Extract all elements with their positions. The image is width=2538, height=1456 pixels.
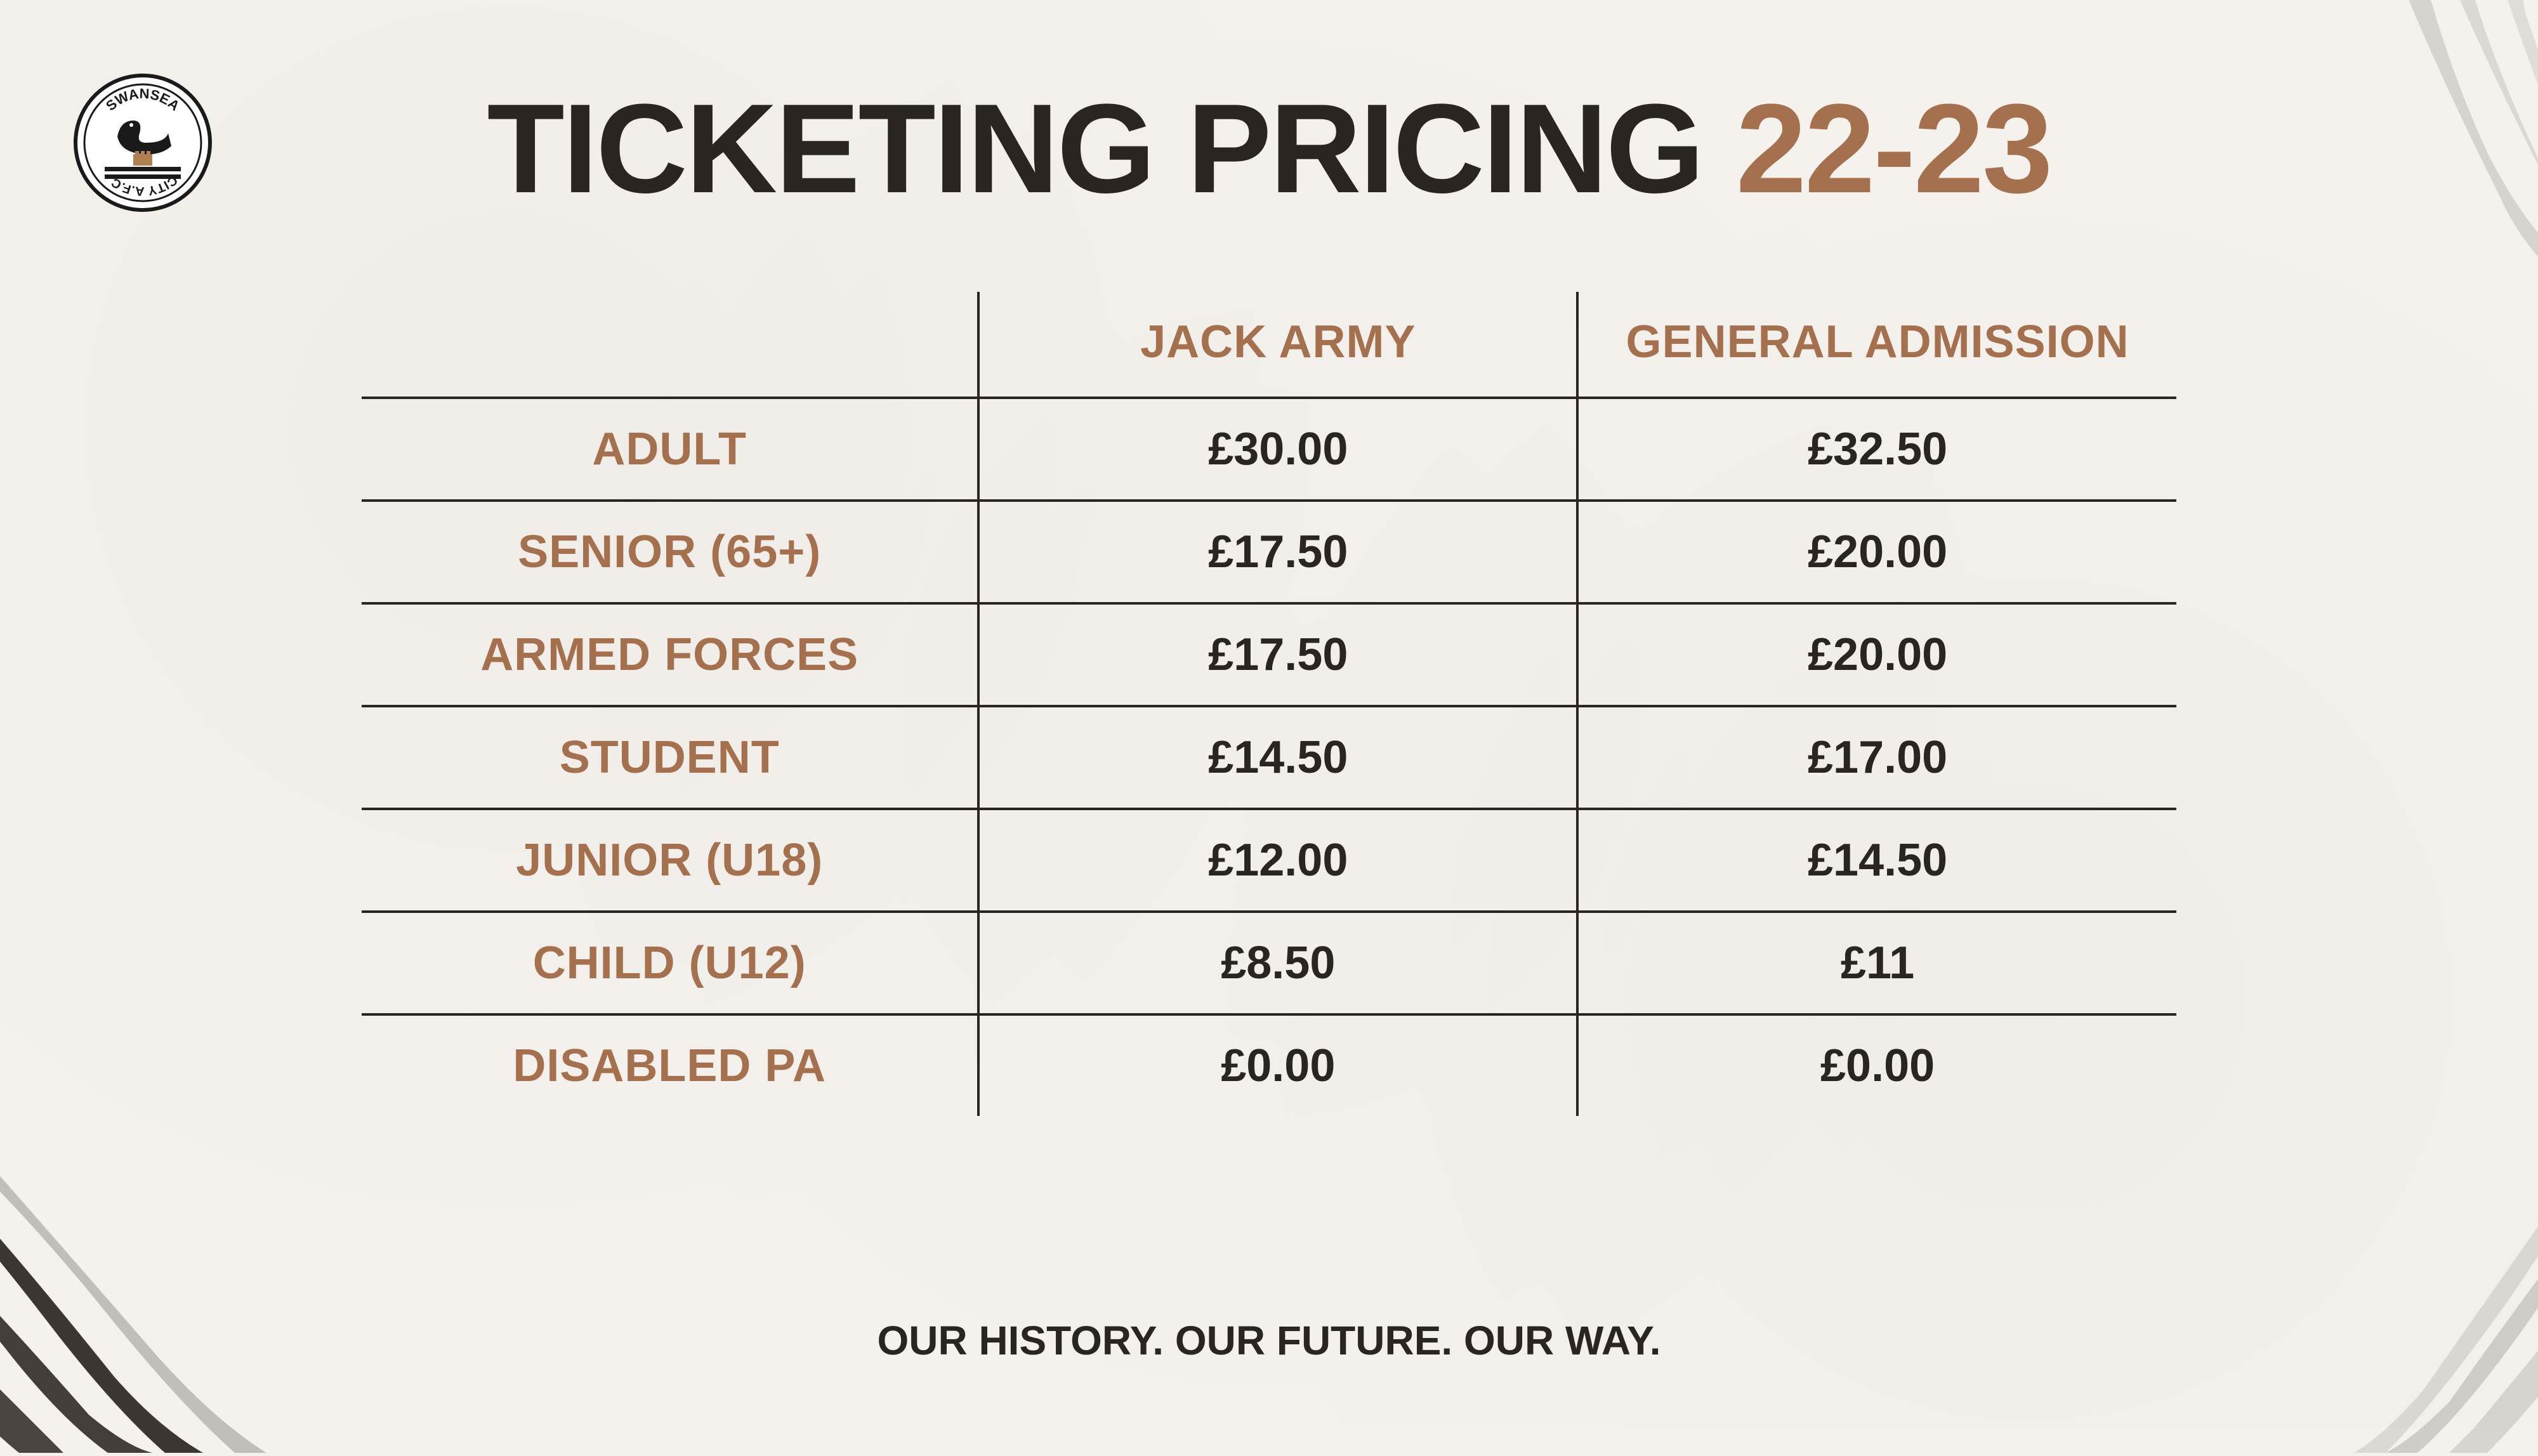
row-price-jack: £30.00: [978, 398, 1577, 501]
brush-decoration-bottom-right: [2335, 1136, 2538, 1453]
table-row: JUNIOR (U18) £12.00 £14.50: [362, 809, 2176, 912]
table-row: SENIOR (65+) £17.50 £20.00: [362, 501, 2176, 603]
tagline-text: OUR HISTORY. OUR FUTURE. OUR WAY.: [877, 1317, 1660, 1364]
row-price-jack: £12.00: [978, 809, 1577, 912]
title-year-text: 22-23: [1736, 78, 2051, 220]
row-price-general: £32.50: [1577, 398, 2176, 501]
brush-decoration-top-right: [2322, 0, 2538, 292]
row-price-jack: £8.50: [978, 912, 1577, 1014]
swansea-logo-icon: SWANSEA CITY A.F.C.: [73, 73, 213, 213]
row-label: DISABLED PA: [362, 1014, 978, 1116]
pricing-table: JACK ARMY GENERAL ADMISSION ADULT £30.00…: [362, 292, 2176, 1116]
table-row: STUDENT £14.50 £17.00: [362, 706, 2176, 809]
row-price-jack: £17.50: [978, 501, 1577, 603]
brush-decoration-bottom-left: [0, 1072, 286, 1453]
row-price-general: £17.00: [1577, 706, 2176, 809]
row-label: ADULT: [362, 398, 978, 501]
row-price-general: £20.00: [1577, 603, 2176, 706]
row-price-jack: £0.00: [978, 1014, 1577, 1116]
page-title: TICKETING PRICING 22-23: [487, 76, 2051, 222]
table-header-row: JACK ARMY GENERAL ADMISSION: [362, 292, 2176, 398]
table-row: ADULT £30.00 £32.50: [362, 398, 2176, 501]
title-main-text: TICKETING PRICING: [487, 78, 1736, 220]
row-label: JUNIOR (U18): [362, 809, 978, 912]
row-label: SENIOR (65+): [362, 501, 978, 603]
table-header-empty: [362, 292, 978, 398]
row-label: ARMED FORCES: [362, 603, 978, 706]
table-header-jack-army: JACK ARMY: [978, 292, 1577, 398]
row-price-general: £14.50: [1577, 809, 2176, 912]
table-row: DISABLED PA £0.00 £0.00: [362, 1014, 2176, 1116]
table-row: ARMED FORCES £17.50 £20.00: [362, 603, 2176, 706]
row-price-general: £0.00: [1577, 1014, 2176, 1116]
pricing-table-container: JACK ARMY GENERAL ADMISSION ADULT £30.00…: [362, 292, 2176, 1116]
row-label: STUDENT: [362, 706, 978, 809]
row-price-general: £20.00: [1577, 501, 2176, 603]
row-price-jack: £14.50: [978, 706, 1577, 809]
table-row: CHILD (U12) £8.50 £11: [362, 912, 2176, 1014]
club-logo: SWANSEA CITY A.F.C.: [73, 73, 213, 213]
row-price-jack: £17.50: [978, 603, 1577, 706]
table-header-general: GENERAL ADMISSION: [1577, 292, 2176, 398]
row-price-general: £11: [1577, 912, 2176, 1014]
row-label: CHILD (U12): [362, 912, 978, 1014]
